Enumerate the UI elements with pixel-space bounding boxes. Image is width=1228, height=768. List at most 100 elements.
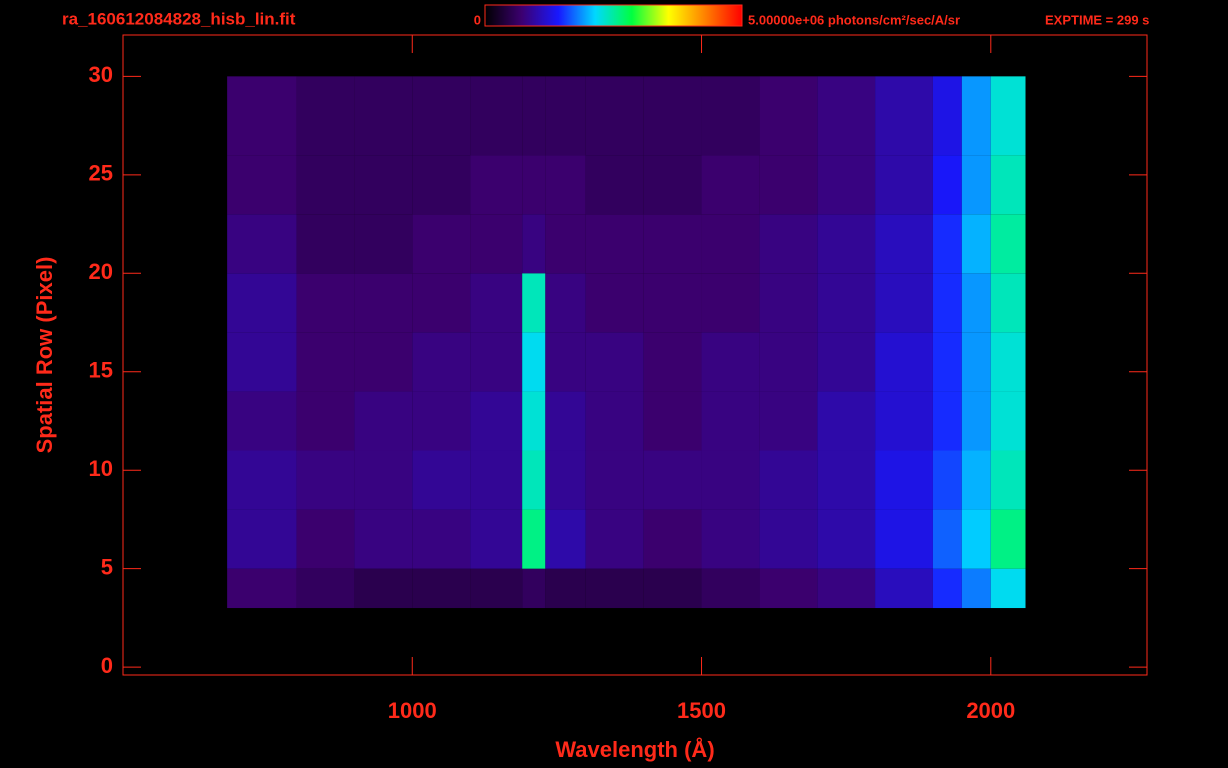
- heat-cell: [817, 273, 876, 333]
- heat-cell: [759, 509, 818, 569]
- heat-cell: [585, 332, 644, 392]
- heat-cell: [296, 332, 355, 392]
- heat-cell: [227, 214, 297, 274]
- heat-cell: [354, 155, 413, 215]
- heat-cell: [545, 450, 586, 510]
- y-tick-label: 20: [89, 259, 113, 284]
- heat-cell: [701, 76, 760, 156]
- heat-cell: [875, 391, 933, 451]
- heat-cell: [759, 332, 818, 392]
- heat-cell: [545, 76, 586, 156]
- heat-cell: [932, 273, 962, 333]
- heat-cell: [961, 76, 991, 156]
- y-tick-label: 25: [89, 161, 113, 186]
- y-tick-label: 0: [101, 653, 113, 678]
- heat-cell: [643, 332, 702, 392]
- heat-cell: [412, 509, 471, 569]
- plot-frame: [122, 34, 1148, 676]
- x-tick-label: 1000: [388, 698, 437, 723]
- chart-title: ra_160612084828_hisb_lin.fit: [62, 9, 296, 28]
- heat-cell: [817, 155, 876, 215]
- y-tick-label: 30: [89, 62, 113, 87]
- heat-cell: [701, 568, 760, 609]
- heat-cell: [701, 332, 760, 392]
- heat-cell: [701, 509, 760, 569]
- heat-cell: [296, 391, 355, 451]
- heat-cell: [227, 155, 297, 215]
- y-tick-label: 10: [89, 456, 113, 481]
- y-tick-label: 15: [89, 358, 113, 383]
- heat-cell: [932, 76, 962, 156]
- heat-cell: [227, 332, 297, 392]
- heat-cell: [759, 76, 818, 156]
- heat-cell: [354, 273, 413, 333]
- heat-cell: [470, 76, 523, 156]
- colorbar-label: 0: [474, 12, 481, 27]
- heat-cell: [470, 155, 523, 215]
- heat-cell: [412, 391, 471, 451]
- heat-cell: [759, 391, 818, 451]
- heat-cell: [759, 450, 818, 510]
- heat-cell: [875, 332, 933, 392]
- heat-cell: [412, 76, 471, 156]
- heat-cell: [759, 214, 818, 274]
- heat-cell: [961, 273, 991, 333]
- heat-cell: [875, 155, 933, 215]
- heat-cell: [585, 273, 644, 333]
- heat-cell: [354, 568, 413, 609]
- heat-cell: [412, 450, 471, 510]
- heat-cell: [585, 214, 644, 274]
- heat-cell: [354, 509, 413, 569]
- heat-cell: [961, 332, 991, 392]
- heat-cell: [585, 76, 644, 156]
- heat-cell: [296, 273, 355, 333]
- heat-cell: [759, 155, 818, 215]
- heat-cell: [470, 450, 523, 510]
- heat-cell: [522, 332, 546, 392]
- heat-cell: [585, 568, 644, 609]
- heat-cell: [522, 391, 546, 451]
- heat-cell: [522, 214, 546, 274]
- heat-cell: [412, 568, 471, 609]
- heat-cell: [701, 273, 760, 333]
- heat-cell: [296, 76, 355, 156]
- heat-cell: [701, 450, 760, 510]
- heat-cell: [932, 509, 962, 569]
- heat-cell: [354, 391, 413, 451]
- heat-cell: [990, 214, 1026, 274]
- heat-cell: [296, 214, 355, 274]
- heat-cell: [961, 155, 991, 215]
- heat-cell: [470, 273, 523, 333]
- heat-cell: [817, 509, 876, 569]
- heat-cell: [643, 568, 702, 609]
- heat-cell: [522, 450, 546, 510]
- heat-cell: [701, 155, 760, 215]
- heat-cell: [545, 509, 586, 569]
- heat-cell: [932, 214, 962, 274]
- heat-cell: [296, 450, 355, 510]
- heat-cell: [817, 214, 876, 274]
- heat-cell: [875, 273, 933, 333]
- heat-cell: [759, 568, 818, 609]
- heat-cell: [545, 155, 586, 215]
- heat-cell: [545, 332, 586, 392]
- heat-cell: [354, 76, 413, 156]
- heat-cell: [643, 450, 702, 510]
- heat-cell: [545, 568, 586, 609]
- heat-cell: [643, 155, 702, 215]
- heat-cell: [875, 76, 933, 156]
- heat-cell: [990, 76, 1026, 156]
- heat-cell: [412, 332, 471, 392]
- heat-cell: [227, 391, 297, 451]
- heat-cell: [585, 391, 644, 451]
- heat-cell: [585, 450, 644, 510]
- heat-cell: [932, 332, 962, 392]
- heat-cell: [545, 273, 586, 333]
- heat-cell: [545, 391, 586, 451]
- heat-cell: [875, 450, 933, 510]
- heat-cell: [875, 214, 933, 274]
- heat-cell: [990, 391, 1026, 451]
- colorbar: [484, 4, 743, 27]
- heat-cell: [296, 568, 355, 609]
